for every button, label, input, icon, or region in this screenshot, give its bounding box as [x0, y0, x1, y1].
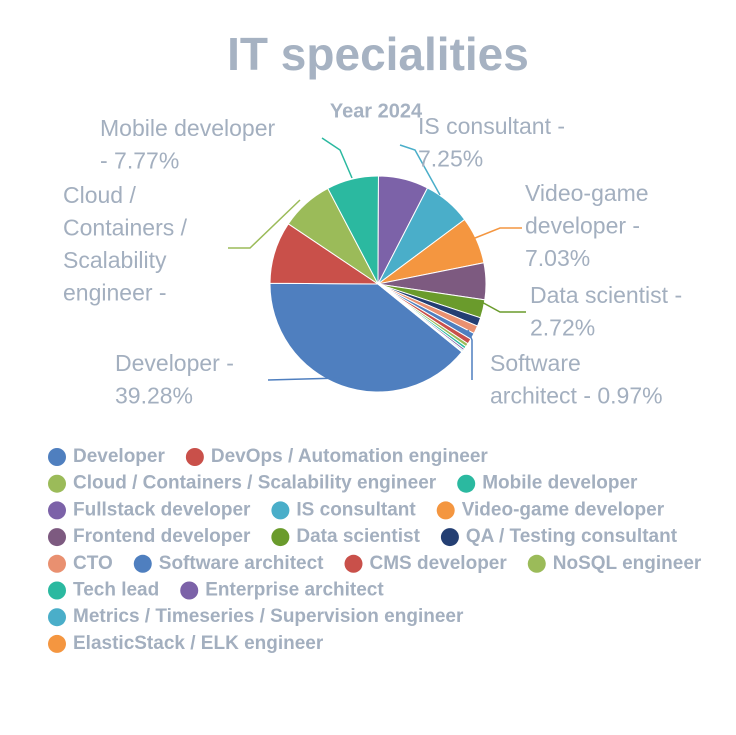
legend-label: Video-game developer	[462, 499, 665, 520]
legend-label: Data scientist	[296, 526, 420, 547]
legend-marker	[48, 581, 66, 600]
data-label-line: Cloud /	[63, 182, 136, 208]
legend-label: Tech lead	[73, 580, 159, 601]
data-label-line: 7.25%	[418, 146, 483, 172]
label-connector	[228, 199, 301, 249]
data-label: Video-game developer - 7.03%	[525, 180, 649, 271]
legend-label: DevOps / Automation engineer	[211, 446, 489, 467]
legend-marker	[436, 501, 455, 520]
label-connector	[321, 137, 353, 179]
legend-item: Frontend developer	[48, 526, 251, 547]
legend-item: Metrics / Timeseries / Supervision engin…	[48, 606, 464, 627]
data-label-line: Scalability	[63, 247, 167, 273]
data-label: Developer - 39.28%	[115, 350, 234, 409]
data-label-line: - 7.77%	[100, 148, 179, 174]
legend-marker	[344, 554, 363, 573]
legend-label: IS consultant	[296, 499, 416, 520]
legend-item: Fullstack developer	[48, 499, 251, 520]
legend-label: Cloud / Containers / Scalability enginee…	[73, 473, 437, 494]
legend-marker	[185, 448, 204, 466]
legend-label: Software architect	[159, 553, 324, 574]
label-connector	[469, 227, 522, 241]
legend-item: Mobile developer	[457, 473, 638, 494]
data-label-line: 2.72%	[530, 315, 595, 341]
data-label-line: architect - 0.97%	[490, 383, 663, 409]
legend-item: IS consultant	[271, 499, 416, 520]
data-label-line: IS consultant -	[418, 113, 565, 139]
legend-marker	[271, 501, 290, 520]
data-label-line: Video-game	[525, 180, 649, 206]
legend-marker	[48, 501, 66, 520]
legend-marker	[527, 554, 546, 573]
data-label-line: Developer -	[115, 350, 234, 376]
legend-item: Enterprise architect	[180, 580, 384, 601]
legend-label: Frontend developer	[73, 526, 251, 547]
legend-label: ElasticStack / ELK engineer	[73, 633, 324, 654]
label-connector	[477, 299, 526, 313]
legend-marker	[457, 474, 476, 493]
data-label-line: 7.03%	[525, 245, 590, 271]
legend-item: Data scientist	[271, 526, 421, 547]
legend-marker	[133, 554, 152, 573]
data-label-line: developer -	[525, 213, 640, 239]
label-connector	[267, 377, 341, 381]
legend-label: Metrics / Timeseries / Supervision engin…	[73, 606, 464, 627]
data-label-line: Containers /	[63, 215, 188, 241]
label-connector	[399, 144, 441, 196]
data-label-line: Mobile developer	[100, 115, 276, 141]
legend-item: QA / Testing consultant	[440, 526, 678, 547]
pie-slice	[269, 282, 463, 393]
data-label: IS consultant - 7.25%	[418, 113, 565, 172]
legend-item: Tech lead	[48, 580, 159, 601]
data-label: Cloud / Containers / Scalability engineer -	[63, 182, 188, 306]
legend-label: Mobile developer	[482, 473, 638, 494]
chart-subtitle: Year 2024	[330, 100, 423, 122]
legend-marker	[48, 448, 66, 466]
legend-marker	[271, 528, 290, 547]
legend-item: Software architect	[133, 553, 324, 574]
data-label-line: Software	[490, 350, 581, 376]
legend-marker	[48, 528, 66, 547]
label-connector	[467, 329, 473, 380]
data-label: Data scientist - 2.72%	[530, 282, 682, 341]
legend-marker	[48, 608, 66, 627]
data-label-line: engineer -	[63, 280, 167, 306]
chart-title: IT specialities	[227, 28, 529, 80]
legend-item: Video-game developer	[436, 499, 665, 520]
legend-label: CTO	[73, 553, 113, 574]
data-label-line: Data scientist -	[530, 282, 682, 308]
legend-label: NoSQL engineer	[553, 553, 702, 574]
legend-item: NoSQL engineer	[527, 553, 702, 574]
legend-marker	[48, 634, 66, 653]
legend-label: Developer	[73, 446, 165, 467]
data-label-line: 39.28%	[115, 383, 193, 409]
legend-label: Fullstack developer	[73, 499, 251, 520]
data-label: Mobile developer - 7.77%	[100, 115, 276, 174]
legend-item: Cloud / Containers / Scalability enginee…	[48, 473, 437, 494]
legend-item: CMS developer	[344, 553, 508, 574]
legend-item: CTO	[48, 553, 113, 574]
legend-item: DevOps / Automation engineer	[185, 446, 489, 467]
legend-label: Enterprise architect	[205, 580, 384, 601]
legend-item: Developer	[48, 446, 165, 467]
legend-marker	[48, 474, 66, 493]
legend-marker	[440, 528, 459, 547]
pie-slice	[377, 283, 464, 353]
legend-label: CMS developer	[370, 553, 508, 574]
legend-label: QA / Testing consultant	[466, 526, 678, 547]
data-label: Software architect - 0.97%	[490, 350, 663, 409]
legend-marker	[180, 581, 199, 600]
legend-item: ElasticStack / ELK engineer	[48, 633, 324, 654]
legend-marker	[48, 554, 66, 573]
